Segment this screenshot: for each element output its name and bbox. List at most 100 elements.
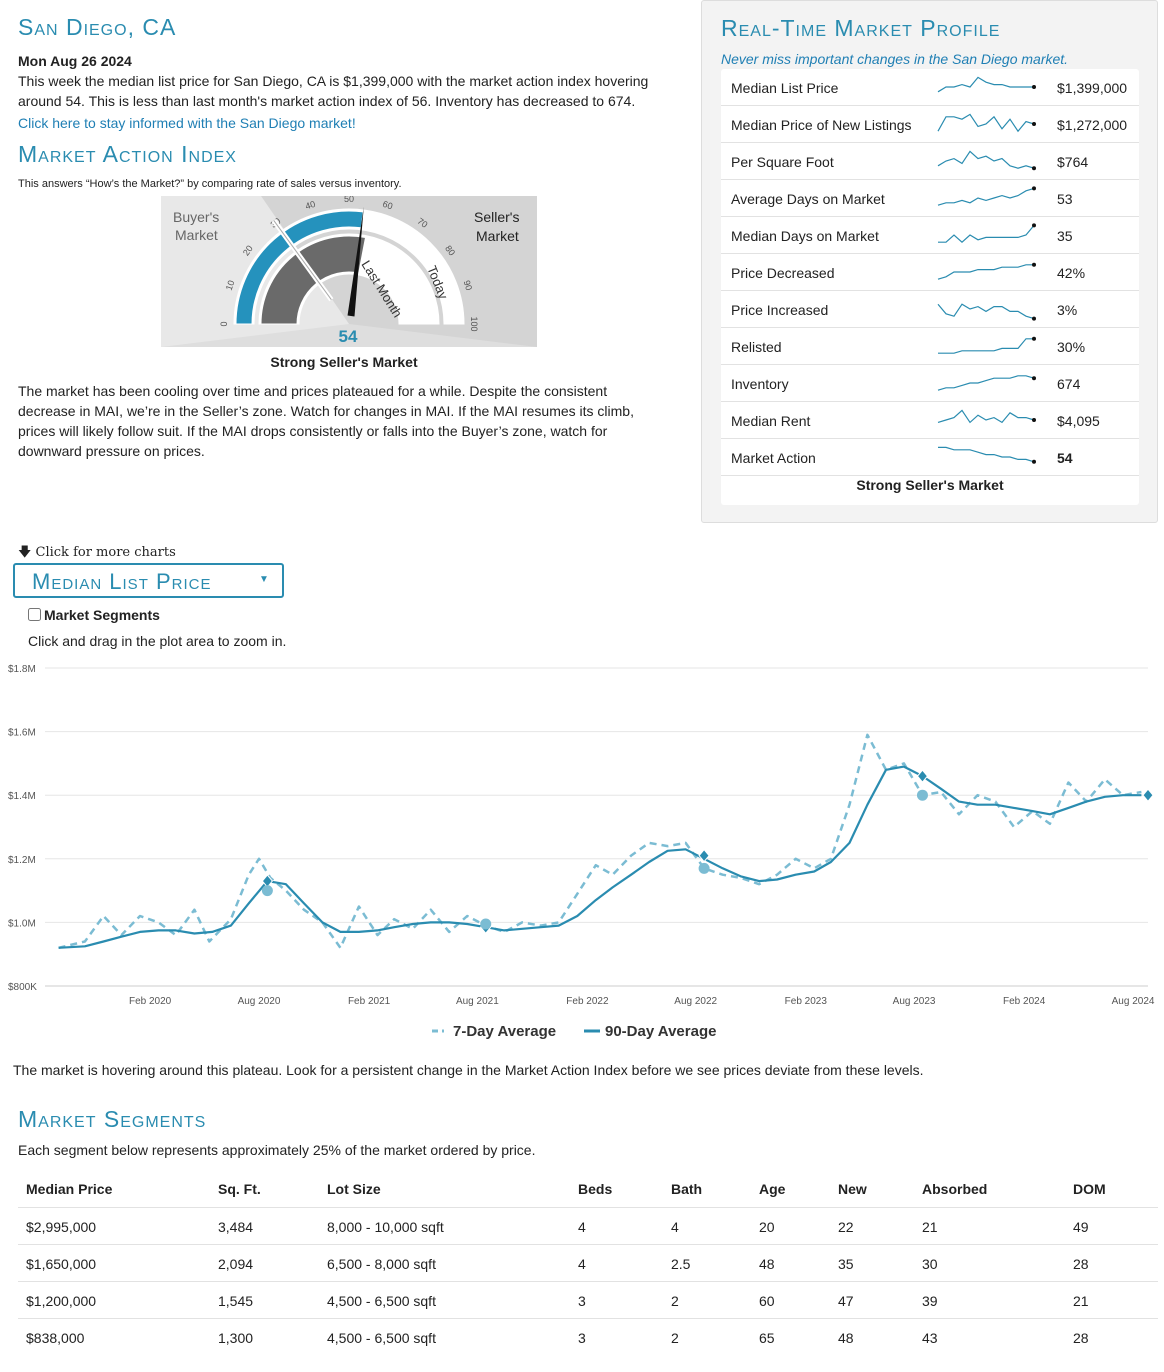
profile-row[interactable]: Median List Price $1,399,000	[721, 69, 1139, 106]
y-tick-label: $1.2M	[8, 855, 36, 866]
table-row: $1,200,000 1,545 4,500 - 6,500 sqft 3 2 60 47 3…	[18, 1281, 1158, 1318]
profile-row-value: 30%	[1057, 339, 1086, 355]
x-tick-label: Feb 2024	[1003, 996, 1046, 1007]
sparkline-end-dot	[1032, 85, 1036, 89]
chart-select-dropdown[interactable]: Median List Price ▼	[13, 563, 284, 598]
gauge-tick-label: 100	[469, 316, 479, 331]
chart-marker-diamond[interactable]	[916, 769, 929, 783]
segments-column-header: DOM	[1073, 1181, 1106, 1197]
arrow-down-icon: 🡇	[18, 545, 32, 560]
sparkline-end-dot	[1032, 186, 1036, 191]
market-segments-toggle[interactable]: Market Segments	[28, 607, 160, 623]
legend-90day-label[interactable]: 90-Day Average	[605, 1023, 716, 1040]
mai-paragraph: The market has been cooling over time an…	[18, 383, 634, 459]
gauge-tick-label: 20	[241, 244, 255, 258]
chart-marker-diamond[interactable]	[698, 848, 710, 863]
table-cell: $1,200,000	[26, 1293, 97, 1309]
profile-row[interactable]: Average Days on Market 53	[721, 180, 1139, 217]
table-row: $2,995,000 3,484 8,000 - 10,000 sqft 4 4 20 22…	[18, 1207, 1158, 1244]
profile-row[interactable]: Median Days on Market 35	[721, 217, 1139, 254]
chart-marker-circle[interactable]	[480, 918, 492, 930]
profile-row-label: Median Price of New Listings	[731, 117, 912, 133]
y-tick-label: $1.0M	[8, 918, 36, 929]
x-tick-label: Feb 2020	[129, 996, 172, 1007]
profile-row[interactable]: Inventory 674	[721, 365, 1139, 402]
sparkline	[937, 186, 1036, 206]
profile-row-label: Median Rent	[731, 413, 811, 429]
profile-row-value: $764	[1057, 154, 1089, 170]
gauge-tick-label: 40	[304, 199, 317, 212]
x-tick-label: Feb 2023	[785, 996, 828, 1007]
mai-title: Market Action Index	[18, 141, 237, 167]
profile-row-value: 42%	[1057, 265, 1086, 281]
profile-row[interactable]: Market Action 54	[721, 439, 1139, 476]
segments-column-header: Median Price	[26, 1181, 113, 1197]
table-cell: 1,300	[218, 1330, 254, 1346]
table-cell: $1,650,000	[26, 1256, 97, 1272]
chart-marker-circle[interactable]	[261, 885, 273, 897]
sparkline	[938, 336, 1036, 354]
stay-informed-link[interactable]: Click here to stay informed with the San…	[18, 115, 356, 131]
table-cell: 3	[578, 1330, 586, 1346]
profile-row-value: 53	[1057, 191, 1073, 207]
chart-marker-diamond[interactable]	[1142, 788, 1154, 802]
table-cell: 4	[578, 1219, 586, 1235]
profile-row[interactable]: Per Square Foot $764	[721, 143, 1139, 180]
sparkline-end-dot	[1032, 418, 1036, 422]
profile-subtitle: Never miss important changes in the San …	[721, 51, 1069, 67]
x-tick-label: Aug 2021	[456, 996, 499, 1007]
table-cell: 65	[759, 1330, 775, 1346]
profile-row[interactable]: Price Decreased 42%	[721, 254, 1139, 291]
gauge-tick-label: 0	[219, 321, 229, 326]
series-90day-line[interactable]	[58, 765, 1142, 949]
segments-column-header: Lot Size	[327, 1181, 381, 1197]
sparkline	[937, 409, 1036, 424]
market-action-gauge: 0102030405060708090100 Buyer's Market Se…	[161, 194, 537, 347]
profile-row[interactable]: Price Increased 3%	[721, 291, 1139, 328]
legend-7day-label[interactable]: 7-Day Average	[453, 1023, 556, 1040]
x-tick-label: Aug 2023	[893, 996, 936, 1007]
mai-subtitle: This answers “How’s the Market?” by comp…	[18, 178, 402, 190]
sparkline	[937, 113, 1036, 133]
profile-row[interactable]: Relisted 30%	[721, 328, 1139, 365]
sparkline-end-dot	[1032, 262, 1036, 267]
y-tick-label: $800K	[8, 982, 37, 993]
chart-legend[interactable]: 7-Day Average 90-Day Average	[432, 1023, 716, 1040]
segments-header-row: Median Price Sq. Ft. Lot Size Beds Bath Age Ne…	[18, 1170, 1158, 1207]
sparkline-line	[938, 338, 1034, 354]
market-segments-checkbox[interactable]	[28, 608, 41, 621]
profile-row-label: Relisted	[731, 339, 782, 355]
gauge-needle	[347, 206, 364, 317]
x-tick-label: Feb 2022	[566, 996, 609, 1007]
more-charts-link[interactable]: 🡇 Click for more charts	[18, 543, 176, 565]
profile-row-label: Price Increased	[731, 302, 829, 318]
profile-row-label: Median List Price	[731, 80, 839, 96]
table-cell: 4,500 - 6,500 sqft	[327, 1293, 436, 1309]
buyers-label-1: Buyer's	[173, 209, 219, 225]
sparkline-end-dot	[1032, 459, 1036, 464]
x-tick-label: Aug 2022	[674, 996, 717, 1007]
sparkline-line	[937, 187, 1035, 206]
sparkline	[938, 446, 1036, 464]
profile-row[interactable]: Median Price of New Listings $1,272,000	[721, 106, 1139, 143]
profile-title: Real-Time Market Profile	[721, 15, 1001, 41]
profile-row-label: Price Decreased	[731, 265, 835, 281]
chart-marker-circle[interactable]	[698, 862, 710, 874]
dropdown-label: Median List Price	[32, 569, 212, 594]
profile-row-value: 674	[1057, 376, 1081, 392]
table-cell: 2	[671, 1330, 679, 1346]
profile-row[interactable]: Median Rent $4,095	[721, 402, 1139, 439]
profile-table: Median List Price $1,399,000 Median Price …	[721, 69, 1139, 505]
sparkline-line	[937, 76, 1034, 93]
table-cell: 2.5	[671, 1256, 691, 1272]
chart-marker-circle[interactable]	[916, 789, 928, 801]
sparkline-line	[938, 446, 1035, 463]
median-list-price-chart[interactable]: $800K $1.0M $1.2M $1.4M $1.6M $1.8M Feb 2020 A…	[0, 655, 1164, 1050]
table-cell: 1,545	[218, 1293, 254, 1309]
series-7day-line[interactable]	[58, 733, 1142, 950]
gauge-tick-label: 80	[443, 244, 457, 258]
sparkline-end-dot	[1032, 316, 1036, 321]
segments-column-header: Beds	[578, 1181, 613, 1197]
y-tick-label: $1.8M	[8, 664, 36, 675]
table-cell: $2,995,000	[26, 1219, 97, 1235]
